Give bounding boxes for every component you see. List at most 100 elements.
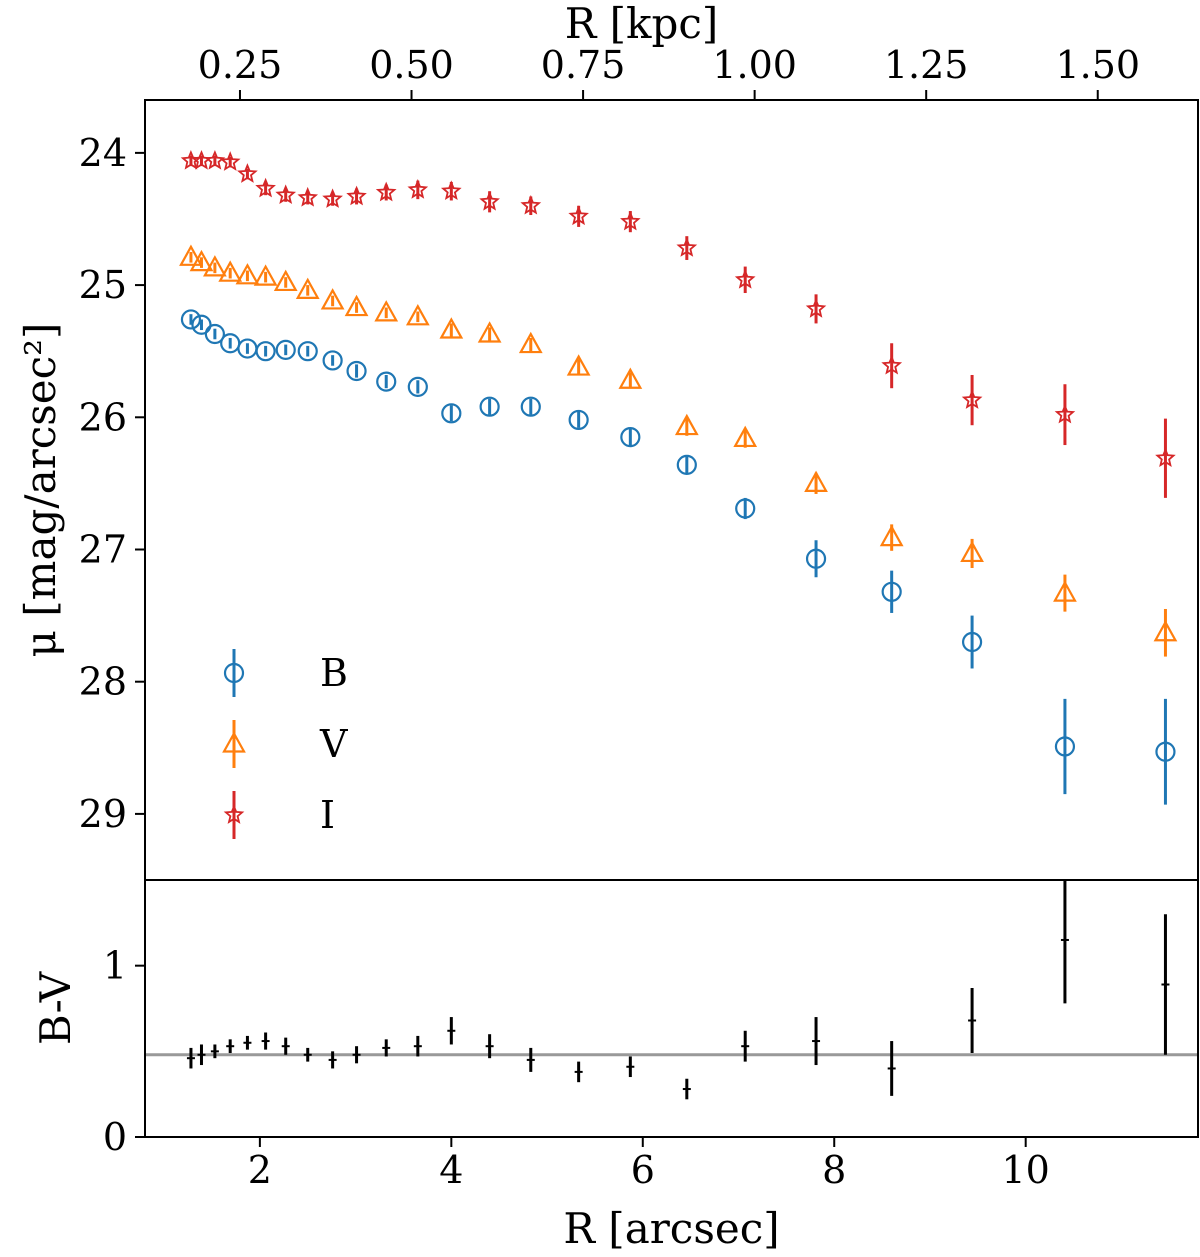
- marker-B: [1054, 736, 1076, 757]
- marker-I: [346, 185, 367, 206]
- legend-label-B: B: [320, 651, 348, 695]
- data-point-B-V: [968, 987, 977, 1054]
- data-point-B: [881, 570, 902, 613]
- data-point-V: [273, 269, 298, 292]
- marker-B: [676, 454, 697, 475]
- y-tick-label-bottom: 1: [103, 944, 127, 988]
- marker-B: [568, 409, 589, 431]
- marker-I: [479, 190, 500, 211]
- data-point-V: [439, 317, 464, 339]
- marker-B: [407, 376, 428, 397]
- marker-V: [960, 540, 984, 563]
- data-point-B: [735, 497, 756, 520]
- marker-V: [253, 264, 278, 286]
- marker-V: [804, 470, 828, 492]
- marker-B: [881, 581, 902, 602]
- data-point-I: [237, 163, 258, 183]
- data-point-B: [961, 615, 983, 669]
- legend-item-V: V: [222, 720, 348, 768]
- x-tick-label-secondary: 0.75: [541, 43, 626, 87]
- x-tick-label-secondary: 1.25: [884, 43, 969, 87]
- marker-I: [520, 194, 542, 215]
- data-point-B: [297, 341, 318, 362]
- marker-V: [566, 354, 591, 376]
- marker-V: [179, 244, 203, 266]
- marker-V: [405, 304, 430, 326]
- data-point-B-V: [226, 1039, 235, 1054]
- data-point-I: [375, 181, 397, 202]
- data-point-B-V: [281, 1037, 290, 1055]
- series-B-V: [186, 880, 1170, 1100]
- y-axis-title-bottom: B-V: [31, 971, 80, 1045]
- marker-V: [674, 413, 699, 436]
- data-point-B-V: [303, 1047, 312, 1062]
- data-point-V: [1153, 608, 1178, 657]
- data-point-I: [568, 205, 589, 227]
- data-point-I: [440, 180, 462, 201]
- y-tick-label-top: 27: [79, 527, 127, 571]
- marker-B: [255, 341, 276, 362]
- marker-I: [255, 177, 276, 198]
- marker-B: [620, 427, 641, 448]
- data-point-B-V: [186, 1047, 195, 1069]
- series-B: [180, 309, 1176, 805]
- marker-V: [203, 255, 227, 277]
- data-point-B: [322, 350, 343, 371]
- marker-B: [735, 498, 756, 519]
- data-point-V: [960, 538, 984, 568]
- data-point-I: [1054, 384, 1076, 446]
- data-point-B: [1054, 698, 1076, 795]
- data-point-B-V: [812, 1017, 821, 1066]
- data-point-B: [275, 339, 296, 360]
- data-point-V: [179, 244, 203, 266]
- data-point-B-V: [197, 1044, 206, 1066]
- marker-I: [568, 205, 589, 226]
- data-point-B-V: [413, 1035, 422, 1057]
- marker-I: [237, 163, 258, 183]
- data-point-I: [322, 188, 343, 208]
- y-tick-label-top: 26: [79, 395, 127, 439]
- marker-B: [275, 339, 296, 360]
- y-tick-label-top: 29: [79, 792, 127, 836]
- legend-marker-V: [222, 731, 246, 753]
- marker-I: [805, 298, 827, 318]
- marker-I: [219, 151, 241, 171]
- data-point-B: [407, 376, 428, 397]
- data-point-B-V: [626, 1056, 635, 1078]
- marker-V: [344, 294, 369, 317]
- data-point-V: [804, 470, 828, 494]
- x-tick-label-bottom: 4: [439, 1148, 463, 1192]
- data-point-I: [961, 374, 983, 426]
- legend: BVI: [222, 649, 348, 839]
- data-point-V: [253, 264, 278, 286]
- data-point-V: [618, 367, 643, 389]
- data-point-V: [733, 425, 758, 448]
- data-point-I: [881, 343, 903, 389]
- data-point-I: [520, 194, 542, 216]
- data-point-B: [255, 341, 276, 362]
- data-point-V: [566, 354, 591, 376]
- legend-item-B: B: [223, 649, 348, 697]
- data-point-B: [441, 403, 462, 424]
- data-point-B-V: [243, 1035, 252, 1050]
- data-point-B: [180, 309, 202, 330]
- marker-B: [520, 396, 541, 417]
- x-tick-label-bottom: 2: [248, 1148, 272, 1192]
- data-point-I: [734, 266, 756, 294]
- data-point-B: [620, 427, 641, 448]
- y-tick-label-top: 25: [79, 263, 127, 307]
- y-tick-label-top: 28: [79, 660, 127, 704]
- marker-I: [1155, 447, 1176, 467]
- marker-B: [204, 323, 225, 345]
- marker-I: [734, 268, 756, 289]
- data-point-B-V: [741, 1030, 750, 1062]
- data-point-B-V: [447, 1017, 456, 1045]
- marker-B: [961, 631, 983, 653]
- data-point-I: [676, 236, 698, 260]
- data-point-V: [674, 413, 699, 436]
- data-point-I: [346, 185, 367, 206]
- x-tick-label-secondary: 1.00: [712, 43, 797, 87]
- marker-B: [297, 341, 318, 362]
